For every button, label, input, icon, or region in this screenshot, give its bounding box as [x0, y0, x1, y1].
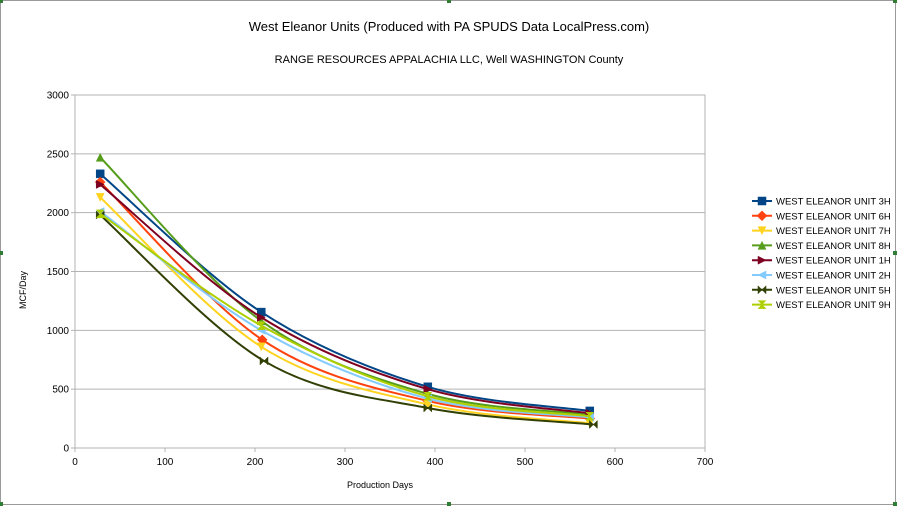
grid-layer [74, 94, 706, 449]
series-line [99, 213, 590, 418]
x-tick-label: 100 [157, 457, 174, 468]
legend-swatch-marker [757, 226, 767, 236]
data-point [95, 209, 105, 219]
resize-handle-top[interactable] [447, 0, 451, 3]
legend-swatch-marker [757, 285, 767, 295]
series-line [99, 181, 590, 420]
y-tick-label: 500 [52, 385, 69, 396]
resize-handle-top-right[interactable] [893, 0, 897, 3]
data-point [95, 193, 105, 202]
y-tick-label: 1500 [47, 267, 70, 278]
series-line [99, 183, 590, 415]
chart-title: West Eleanor Units (Produced with PA SPU… [249, 19, 650, 34]
legend-item: WEST ELEANOR UNIT 5H [752, 285, 891, 296]
legend-label: WEST ELEANOR UNIT 1H [776, 256, 891, 267]
series-7 [95, 209, 595, 421]
data-point [256, 321, 266, 330]
legend-swatch-marker [757, 240, 767, 250]
legend-label: WEST ELEANOR UNIT 2H [776, 271, 891, 282]
resize-handle-bottom-right[interactable] [893, 502, 897, 506]
legend: WEST ELEANOR UNIT 3H WEST ELEANOR UNIT 6H… [752, 197, 891, 311]
data-point [589, 419, 598, 430]
data-point [95, 180, 105, 189]
data-point [257, 312, 266, 322]
y-tick-label: 2000 [47, 208, 70, 219]
legend-swatch-marker [757, 255, 767, 265]
resize-handle-right[interactable] [893, 251, 897, 255]
chart-subtitle: RANGE RESOURCES APPALACHIA LLC, Well WAS… [275, 54, 624, 66]
data-point [585, 411, 595, 421]
legend-label: WEST ELEANOR UNIT 8H [776, 241, 891, 252]
data-point [95, 169, 105, 179]
series-4 [95, 180, 595, 418]
legend-swatch-marker [756, 210, 768, 222]
legend-item: WEST ELEANOR UNIT 8H [752, 240, 891, 252]
legend-item: WEST ELEANOR UNIT 7H [752, 226, 891, 237]
legend-label: WEST ELEANOR UNIT 6H [776, 211, 891, 222]
legend-item: WEST ELEANOR UNIT 6H [752, 210, 891, 222]
legend-item: WEST ELEANOR UNIT 2H [752, 271, 891, 282]
legend-label: WEST ELEANOR UNIT 3H [776, 197, 891, 208]
y-tick-label: 1000 [47, 326, 70, 337]
x-tick-label: 600 [607, 457, 624, 468]
x-tick-label: 400 [427, 457, 444, 468]
legend-swatch-marker [757, 270, 767, 280]
legend-swatch-marker [757, 300, 767, 309]
data-point [256, 342, 266, 352]
resize-handle-bottom-left[interactable] [0, 502, 3, 506]
series-6 [95, 210, 598, 430]
resize-handle-top-left[interactable] [0, 0, 3, 3]
x-tick-label: 500 [517, 457, 534, 468]
x-axis-label: Production Days [347, 480, 414, 490]
axis-layer: 0 500 1000 1500 2000 2500 3000 0 100 200 300 400 500… [47, 91, 714, 469]
legend-item: WEST ELEANOR UNIT 3H [752, 197, 891, 208]
data-point [259, 356, 269, 366]
resize-handle-left[interactable] [0, 251, 3, 255]
y-axis-label: MCF/Day [18, 271, 28, 309]
series-line [99, 214, 594, 426]
legend-item: WEST ELEANOR UNIT 1H [752, 256, 891, 267]
legend-label: WEST ELEANOR UNIT 7H [776, 226, 891, 237]
series-layer [94, 152, 598, 430]
x-tick-label: 300 [337, 457, 354, 468]
legend-swatch-marker [757, 196, 767, 206]
x-tick-label: 700 [697, 457, 714, 468]
series-line [99, 173, 590, 412]
y-tick-label: 0 [63, 444, 69, 455]
x-tick-label: 200 [247, 457, 264, 468]
data-point [423, 384, 433, 394]
y-tick-label: 2500 [47, 149, 70, 160]
data-point [423, 391, 433, 401]
resize-handle-bottom[interactable] [447, 502, 451, 506]
legend-item: WEST ELEANOR UNIT 9H [752, 300, 891, 311]
x-tick-label: 0 [72, 457, 78, 468]
legend-label: WEST ELEANOR UNIT 5H [776, 285, 891, 296]
y-tick-label: 3000 [47, 91, 70, 102]
series-1 [94, 176, 596, 424]
data-point [95, 152, 105, 162]
data-point [423, 403, 433, 413]
legend-label: WEST ELEANOR UNIT 9H [776, 300, 891, 311]
